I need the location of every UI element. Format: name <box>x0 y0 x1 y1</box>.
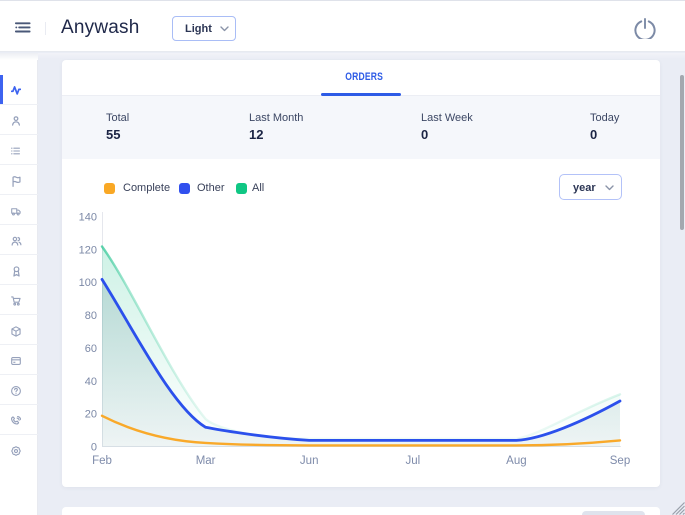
svg-text:Jul: Jul <box>405 455 420 467</box>
svg-text:Mar: Mar <box>196 455 216 467</box>
svg-text:80: 80 <box>85 310 97 322</box>
svg-text:120: 120 <box>79 244 97 256</box>
svg-text:Jun: Jun <box>300 455 319 467</box>
svg-text:Feb: Feb <box>92 455 112 467</box>
svg-text:Sep: Sep <box>610 455 630 467</box>
svg-text:20: 20 <box>85 409 97 421</box>
svg-text:140: 140 <box>79 212 97 224</box>
svg-text:60: 60 <box>85 343 97 355</box>
svg-text:40: 40 <box>85 376 97 388</box>
svg-text:100: 100 <box>79 277 97 289</box>
svg-text:Aug: Aug <box>506 455 526 467</box>
svg-text:0: 0 <box>91 442 97 454</box>
